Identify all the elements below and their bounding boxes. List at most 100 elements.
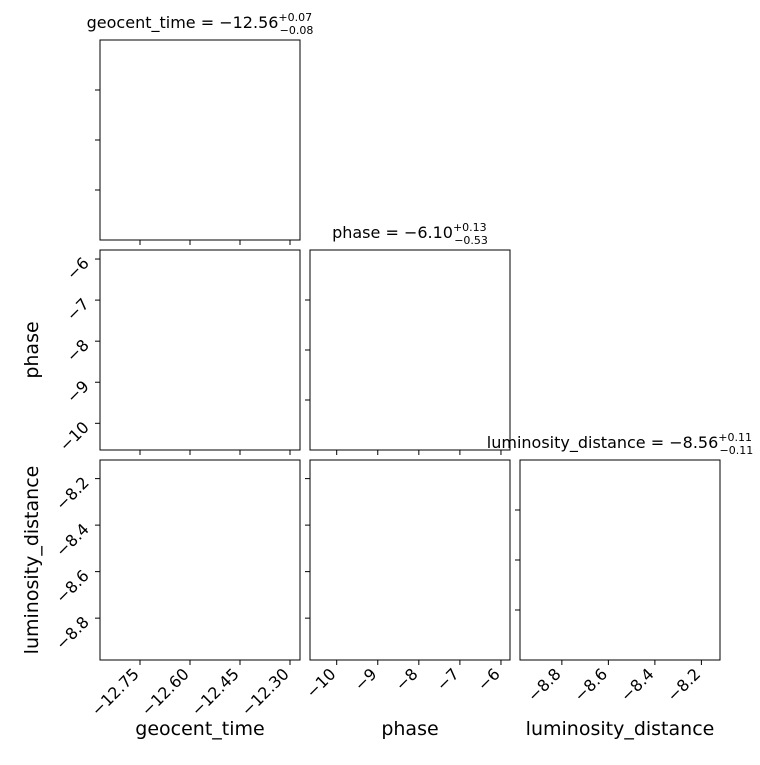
scatter-point — [513, 620, 516, 623]
scatter-point — [515, 577, 518, 580]
scatter-point — [515, 597, 518, 600]
scatter-point — [516, 520, 519, 523]
scatter-point — [512, 533, 515, 536]
scatter-point — [517, 587, 520, 590]
scatter-point — [517, 561, 520, 564]
scatter-point — [514, 569, 517, 572]
scatter-point — [512, 514, 515, 517]
scatter-point — [514, 551, 517, 554]
scatter-point — [515, 502, 518, 505]
scatter-point — [516, 556, 519, 559]
scatter-point — [513, 596, 516, 599]
scatter-point — [517, 601, 520, 604]
scatter-point — [513, 463, 516, 466]
scatter-point — [512, 551, 515, 554]
scatter-point — [514, 572, 517, 575]
scatter-point — [514, 594, 517, 597]
scatter-point — [510, 561, 513, 564]
scatter-point — [97, 280, 100, 283]
scatter-point — [515, 606, 518, 609]
scatter-point — [512, 621, 515, 624]
scatter-point — [515, 541, 518, 544]
scatter-point — [510, 540, 513, 543]
scatter-point — [515, 583, 518, 586]
scatter-point — [511, 554, 514, 557]
scatter-point — [516, 619, 519, 622]
scatter-point — [242, 455, 245, 458]
scatter-point — [511, 540, 514, 543]
scatter-point — [513, 617, 516, 620]
scatter-point — [511, 588, 514, 591]
scatter-point — [511, 557, 514, 560]
scatter-point — [513, 600, 516, 603]
scatter-point — [516, 570, 519, 573]
scatter-point — [516, 561, 519, 564]
scatter-point — [512, 571, 515, 574]
scatter-point — [512, 540, 515, 543]
scatter-point — [516, 599, 519, 602]
scatter-point — [514, 492, 517, 495]
scatter-point — [514, 586, 517, 589]
scatter-point — [514, 535, 517, 538]
scatter-point — [513, 556, 516, 559]
scatter-point — [515, 506, 518, 509]
scatter-point — [512, 577, 515, 580]
scatter-point — [512, 552, 515, 555]
scatter-point — [511, 532, 514, 535]
scatter-point — [514, 646, 517, 649]
scatter-point — [511, 538, 514, 541]
scatter-point — [516, 514, 519, 517]
scatter-point — [517, 649, 520, 652]
scatter-point — [511, 583, 514, 586]
scatter-point — [516, 588, 519, 591]
scatter-point — [510, 585, 513, 588]
scatter-point — [516, 529, 519, 532]
scatter-point — [510, 577, 513, 580]
scatter-point — [513, 533, 516, 536]
scatter-point — [511, 583, 514, 586]
scatter-point — [517, 601, 520, 604]
scatter-point — [511, 656, 514, 659]
scatter-point — [541, 667, 544, 670]
scatter-point — [514, 587, 517, 590]
scatter-point — [512, 604, 515, 607]
scatter-point — [512, 571, 515, 574]
scatter-point — [512, 568, 515, 571]
scatter-point — [512, 527, 515, 530]
scatter-point — [514, 592, 517, 595]
scatter-point — [511, 540, 514, 543]
scatter-point — [513, 580, 516, 583]
scatter-point — [514, 589, 517, 592]
scatter-point — [511, 570, 514, 573]
scatter-point — [514, 594, 517, 597]
scatter-point — [513, 580, 516, 583]
scatter-point — [510, 561, 513, 564]
scatter-point — [514, 561, 517, 564]
scatter-point — [517, 512, 520, 515]
scatter-point — [515, 555, 518, 558]
scatter-point — [534, 671, 537, 674]
scatter-point — [512, 591, 515, 594]
scatter-point — [515, 601, 518, 604]
scatter-point — [514, 582, 517, 585]
scatter-point — [513, 565, 516, 568]
scatter-point — [513, 524, 516, 527]
scatter-point — [517, 506, 520, 509]
scatter-point — [511, 582, 514, 585]
scatter-point — [512, 538, 515, 541]
scatter-point — [514, 503, 517, 506]
scatter-point — [516, 549, 519, 552]
scatter-point — [514, 503, 517, 506]
scatter-point — [512, 547, 515, 550]
scatter-point — [517, 523, 520, 526]
scatter-point — [510, 553, 513, 556]
scatter-point — [514, 516, 517, 519]
scatter-point — [513, 584, 516, 587]
scatter-point — [512, 535, 515, 538]
scatter-point — [510, 561, 513, 564]
scatter-point — [513, 587, 516, 590]
scatter-point — [512, 623, 515, 626]
scatter-point — [513, 647, 516, 650]
scatter-point — [517, 585, 520, 588]
